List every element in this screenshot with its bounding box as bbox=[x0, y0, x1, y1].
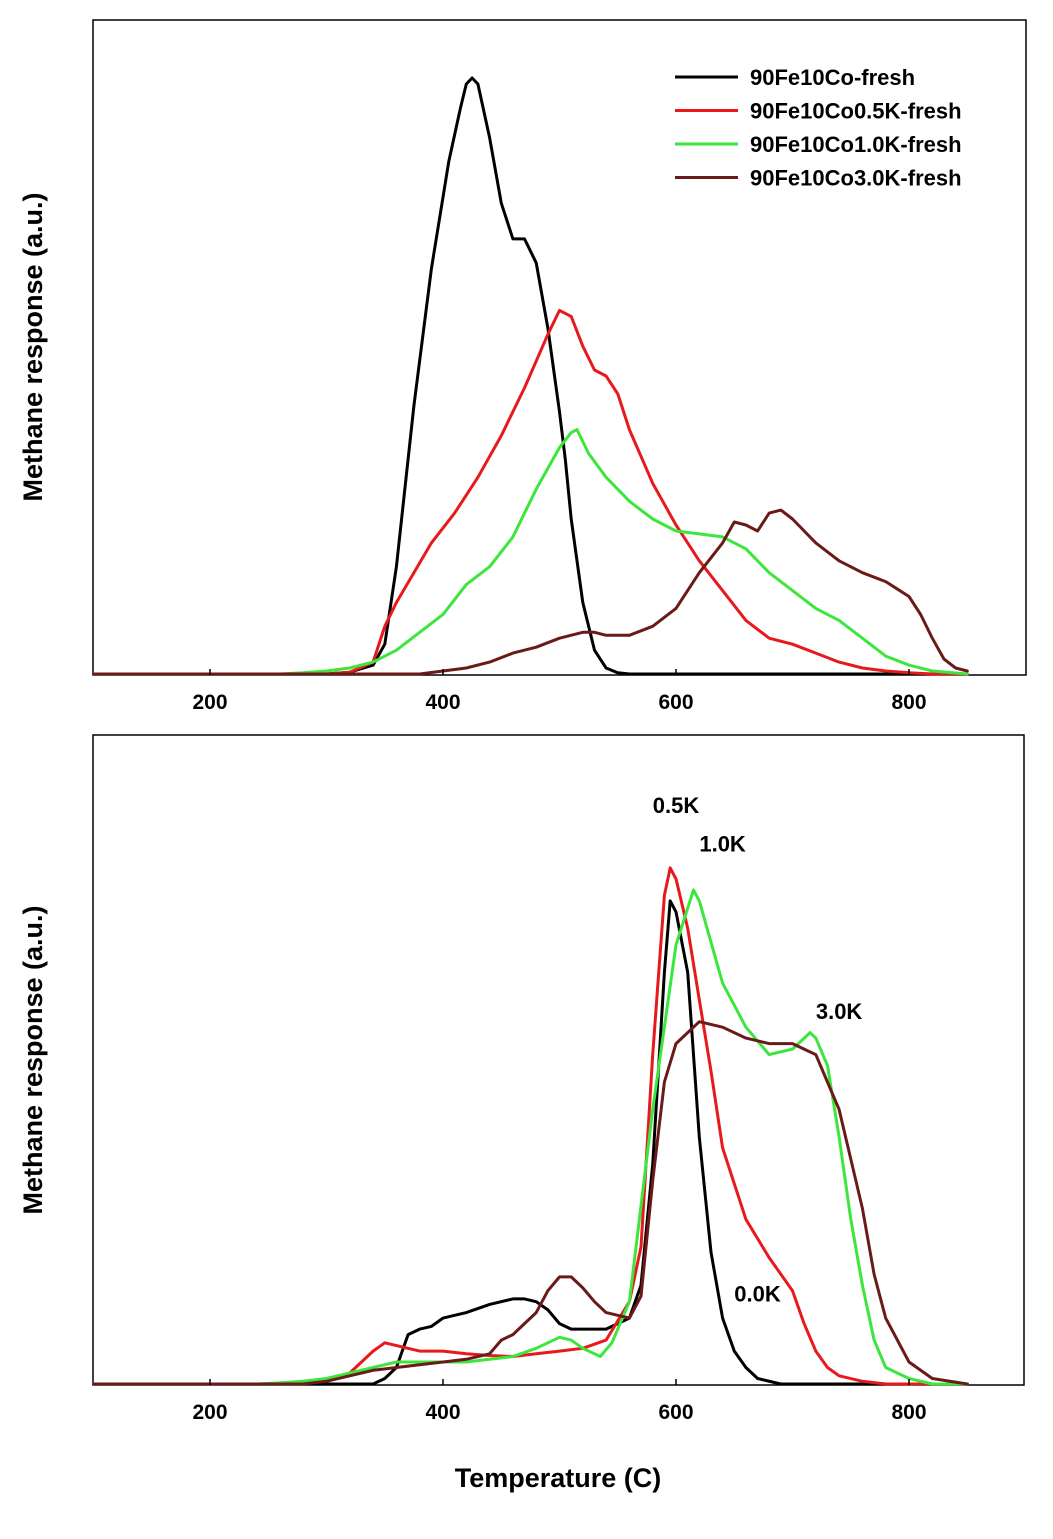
top-x-ticks: 200 400 600 800 bbox=[192, 669, 927, 714]
annotation-label: 0.0K bbox=[734, 1282, 781, 1307]
bottom-series-line-0 bbox=[92, 899, 969, 1386]
bottom-panel: 200 400 600 800 0.5K 1.0K 3.0K 0.0K Methane re… bbox=[18, 734, 1025, 1493]
bottom-x-tick-label: 600 bbox=[658, 1401, 693, 1424]
legend-label: 90Fe10Co1.0K-fresh bbox=[750, 132, 962, 157]
legend: 90Fe10Co-fresh 90Fe10Co0.5K-fresh 90Fe10Co… bbox=[675, 65, 962, 191]
top-series-line-1 bbox=[92, 308, 969, 676]
top-series-line-0 bbox=[92, 76, 969, 676]
bottom-series-group bbox=[92, 866, 969, 1386]
bottom-annotations: 0.5K 1.0K 3.0K 0.0K bbox=[653, 793, 863, 1307]
bottom-series-line-1 bbox=[92, 866, 969, 1386]
top-plot-frame bbox=[92, 19, 1027, 676]
legend-label: 90Fe10Co3.0K-fresh bbox=[750, 166, 962, 191]
top-x-tick-label: 200 bbox=[192, 691, 227, 714]
top-x-tick-label: 800 bbox=[891, 691, 926, 714]
legend-label: 90Fe10Co0.5K-fresh bbox=[750, 99, 962, 124]
bottom-x-tick-label: 200 bbox=[192, 1401, 227, 1424]
top-series-group bbox=[92, 76, 969, 676]
top-y-axis-label: Methane response (a.u.) bbox=[18, 192, 48, 501]
legend-label: 90Fe10Co-fresh bbox=[750, 65, 915, 90]
bottom-x-tick-label: 800 bbox=[891, 1401, 926, 1424]
bottom-series-line-3 bbox=[92, 1020, 969, 1386]
bottom-x-tick-label: 400 bbox=[425, 1401, 460, 1424]
annotation-label: 1.0K bbox=[699, 831, 746, 856]
top-panel: 200 400 600 800 Methane response (a.u.) 90F… bbox=[18, 19, 1027, 714]
bottom-y-axis-label: Methane response (a.u.) bbox=[18, 905, 48, 1214]
x-axis-label: Temperature (C) bbox=[455, 1463, 662, 1493]
bottom-x-ticks: 200 400 600 800 bbox=[192, 1379, 927, 1424]
top-x-tick-label: 600 bbox=[658, 691, 693, 714]
bottom-plot-frame bbox=[92, 734, 1025, 1386]
bottom-series-line-2 bbox=[92, 888, 969, 1386]
annotation-label: 0.5K bbox=[653, 793, 700, 818]
top-series-line-2 bbox=[92, 428, 969, 676]
top-x-tick-label: 400 bbox=[425, 691, 460, 714]
top-series-line-3 bbox=[92, 508, 969, 676]
annotation-label: 3.0K bbox=[816, 999, 863, 1024]
